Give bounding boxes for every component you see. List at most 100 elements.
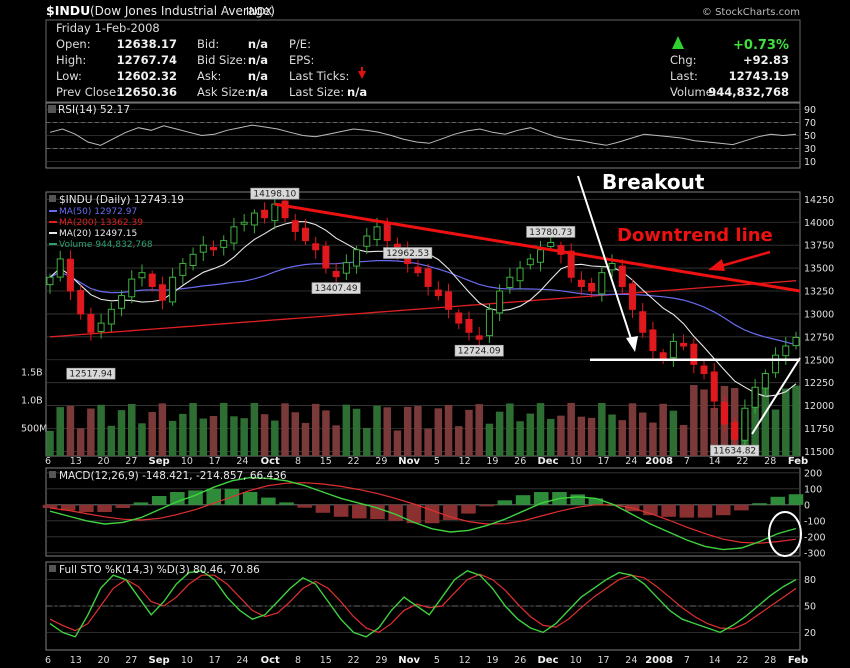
x-tick-label: Oct [261, 655, 280, 666]
x-tick-label: 29 [375, 456, 387, 467]
x-tick-label: 17 [209, 456, 221, 467]
volume-bar [209, 415, 218, 456]
rsi-title: RSI(14) 52.17 [58, 104, 130, 116]
volume-label: Volume: [670, 85, 717, 99]
volume-bar [690, 384, 698, 456]
volume-bar [56, 407, 64, 456]
candle-body [516, 267, 524, 282]
x-tick-label: 24 [625, 655, 637, 666]
macd-histogram-bar [206, 488, 222, 505]
candle-body [526, 258, 534, 266]
x-tick-label: 10 [570, 655, 582, 666]
volume-bar [107, 425, 116, 456]
volume-bar [128, 404, 136, 456]
panel-marker-icon [49, 195, 56, 202]
volume-bar [219, 402, 228, 456]
watermark: © StockCharts.com [702, 7, 800, 18]
candle-body [107, 308, 115, 325]
quote-label: Bid: [197, 37, 219, 51]
volume-bar [332, 425, 340, 456]
y-tick-label: 10 [804, 157, 816, 168]
x-tick-label: 29 [375, 655, 387, 666]
volume-bar [414, 406, 422, 456]
macd-line [49, 476, 797, 551]
x-tick-label: 22 [348, 456, 360, 467]
y-tick-label: 100 [804, 484, 822, 495]
macd-histogram-bar [515, 495, 531, 505]
candle-body [761, 373, 769, 389]
candle-body [485, 308, 493, 337]
volume-bar [557, 415, 565, 456]
volume-bar [373, 405, 381, 456]
candle-body [567, 250, 575, 278]
candle-body [56, 258, 64, 278]
volume-bar [87, 408, 95, 456]
macd-histogram-bar [261, 497, 276, 505]
candle-body [649, 329, 657, 352]
x-tick-label: 10 [181, 655, 193, 666]
x-tick-label: 7 [684, 655, 690, 666]
rsi-panel: 10 30 50 70 90 RSI(14) 52.17 [45, 102, 816, 169]
macd-panel: 200 100 0 -100 -200 -300 MACD(12,26,9) -148.42… [42, 467, 826, 559]
x-tick-label: 24 [625, 456, 637, 467]
volume-bar [536, 403, 545, 456]
index-name: (Dow Jones Industrial Average) [90, 4, 275, 18]
y-tick-label: -200 [804, 532, 826, 543]
candle-body [77, 290, 85, 315]
volume-bar [761, 386, 770, 456]
data-label-box [66, 367, 116, 380]
quote-label: EPS: [289, 53, 314, 67]
candle-body [66, 258, 74, 292]
candle-body [669, 340, 677, 359]
candle-body [118, 295, 126, 309]
candle-body [312, 243, 320, 251]
y-tick-label: 12500 [804, 355, 834, 366]
y-tick-label: 13250 [804, 287, 834, 298]
y-tick-label: 12000 [804, 401, 834, 412]
x-tick-label: Dec [537, 456, 558, 467]
candle-body [250, 212, 258, 226]
x-tick-label: 17 [598, 655, 610, 666]
volume-bar [179, 413, 187, 456]
stochastic-panel: 20 50 80 Full STO %K(14,3) %D(3) 80.46, 70.… [45, 561, 816, 651]
volume-bar [403, 406, 412, 456]
macd-histogram-bar [643, 504, 658, 516]
volume-bar [618, 420, 627, 456]
y-tick-label: 12250 [804, 378, 834, 389]
x-tick-label: 14 [709, 655, 721, 666]
quote-rows: Open: 12638.17 Bid: n/a P/E: High: 12767.74 Bid… [56, 37, 367, 99]
candle-body [210, 246, 218, 251]
volume-bar [97, 404, 105, 456]
volume-bar [638, 412, 647, 456]
volume-bar [792, 385, 800, 456]
candle-body [434, 289, 442, 297]
volume-bar [455, 426, 463, 456]
volume-bar [659, 403, 667, 456]
x-tick-label: 2008 [645, 655, 673, 666]
x-tick-label: 28 [764, 655, 776, 666]
volume-bar [393, 430, 402, 456]
macd-histogram-bar [79, 504, 94, 512]
candle-body [639, 311, 647, 333]
macd-histogram-bar [770, 496, 786, 505]
quote-value: 12767.74 [117, 53, 177, 67]
panel-marker-icon [49, 471, 56, 478]
candle-body [291, 220, 299, 232]
candle-body [475, 335, 483, 340]
volume-bar [301, 422, 310, 456]
y-tick-label: 30 [804, 144, 816, 155]
macd-histogram-bar [315, 504, 331, 513]
candle-body [506, 276, 514, 288]
volume-bar [679, 425, 688, 456]
volume-tick-label: 1.0B [21, 396, 43, 407]
macd-histogram-bar [443, 504, 458, 520]
candle-body [138, 272, 146, 279]
breakout-arrow-shaft [577, 175, 633, 343]
volume-bar [669, 410, 678, 456]
rsi-line [49, 124, 797, 146]
x-tick-label: 20 [98, 655, 110, 666]
volume-bar [628, 403, 637, 456]
data-label-box [454, 344, 504, 357]
highlight-circle [768, 511, 802, 557]
macd-histogram-bar [461, 504, 476, 514]
